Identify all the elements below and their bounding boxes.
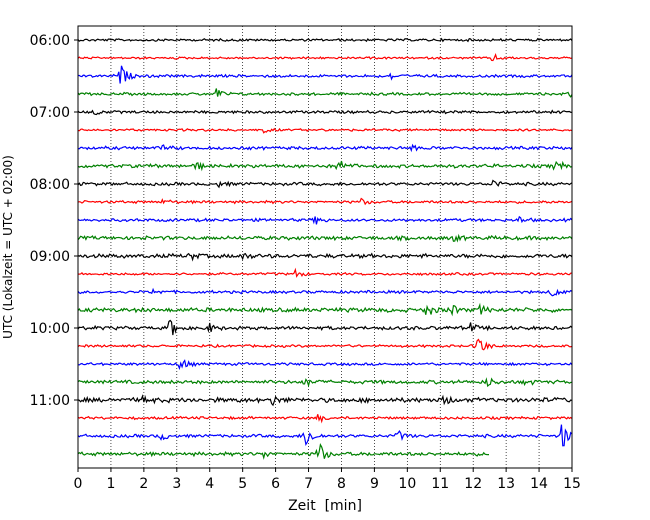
y-axis-ticks: 06:00 07:00 08:00 09:00 10:00 11:00 xyxy=(30,33,78,409)
seismogram-trace xyxy=(77,267,573,278)
y-axis-label: UTC (Lokalzeit = UTC + 02:00) xyxy=(1,155,15,339)
x-tick-label: 6 xyxy=(271,476,280,492)
x-axis-label: Zeit [min] xyxy=(288,498,362,514)
seismogram-trace xyxy=(77,414,573,424)
x-tick-label: 12 xyxy=(464,476,482,492)
x-tick-label: 4 xyxy=(205,476,214,492)
x-tick-label: 3 xyxy=(172,476,181,492)
seismogram-trace xyxy=(77,215,573,225)
x-tick-label: 0 xyxy=(74,476,83,492)
y-tick-label: 07:00 xyxy=(30,105,70,121)
seismogram-trace xyxy=(77,359,573,371)
seismogram-traces xyxy=(77,37,573,460)
x-tick-label: 13 xyxy=(497,476,515,492)
y-tick-label: 11:00 xyxy=(30,393,70,409)
seismogram-trace xyxy=(77,302,573,317)
seismogram-trace xyxy=(77,53,573,62)
seismogram-trace xyxy=(77,179,573,189)
x-tick-label: 5 xyxy=(238,476,247,492)
x-axis-ticks: 0 1 2 3 4 5 6 7 8 9 10 11 12 13 14 15 xyxy=(74,468,581,492)
x-tick-label: 11 xyxy=(431,476,449,492)
seismogram-trace xyxy=(77,109,573,116)
seismogram-trace xyxy=(77,88,573,98)
x-tick-label: 10 xyxy=(398,476,416,492)
seismogram-trace xyxy=(77,424,573,447)
y-tick-label: 06:00 xyxy=(30,33,70,49)
x-tick-label: 8 xyxy=(337,476,346,492)
seismogram-trace xyxy=(77,252,573,262)
x-tick-label: 2 xyxy=(139,476,148,492)
x-tick-label: 14 xyxy=(530,476,548,492)
x-tick-label: 7 xyxy=(304,476,313,492)
y-tick-label: 08:00 xyxy=(30,177,70,193)
seismogram-trace xyxy=(77,442,490,460)
seismogram-trace xyxy=(77,338,573,351)
seismogram-trace xyxy=(77,287,573,297)
plot-frame xyxy=(77,25,573,469)
seismogram-trace xyxy=(77,143,573,153)
seismogram-trace xyxy=(77,233,573,243)
seismogram-trace xyxy=(77,394,573,407)
x-tick-label: 15 xyxy=(563,476,581,492)
seismogram-trace xyxy=(77,160,573,172)
seismogram-trace xyxy=(77,319,573,336)
y-tick-label: 09:00 xyxy=(30,249,70,265)
seismogram-trace xyxy=(77,37,573,43)
x-tick-label: 9 xyxy=(370,476,379,492)
seismogram-trace xyxy=(77,127,573,134)
x-tick-label: 1 xyxy=(106,476,115,492)
seismogram-trace xyxy=(77,197,573,206)
seismogram-trace xyxy=(77,377,573,388)
y-tick-label: 10:00 xyxy=(30,321,70,337)
seismogram-trace xyxy=(77,65,573,84)
